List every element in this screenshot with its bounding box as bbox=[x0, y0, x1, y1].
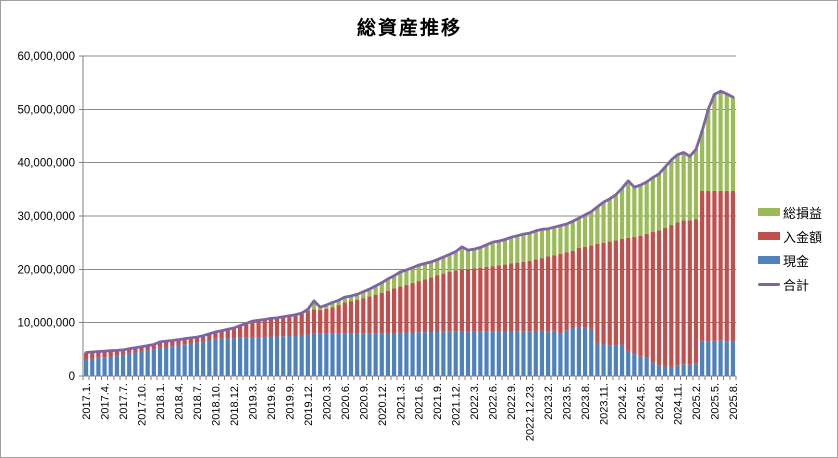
legend-label: 総損益 bbox=[783, 205, 823, 221]
cash-swatch-icon bbox=[758, 256, 780, 264]
svg-text:10,000,000: 10,000,000 bbox=[17, 318, 75, 330]
svg-text:2024.11.: 2024.11. bbox=[672, 383, 684, 425]
svg-text:2022.3.: 2022.3. bbox=[469, 383, 481, 420]
svg-text:2021.12.: 2021.12. bbox=[451, 383, 463, 426]
chart-title: 総資産推移 bbox=[356, 18, 462, 39]
svg-text:2022.9.: 2022.9. bbox=[506, 383, 518, 420]
svg-text:2019.12.: 2019.12. bbox=[303, 383, 315, 426]
legend-item-profit: 総損益 bbox=[758, 200, 822, 224]
svg-text:2020.3.: 2020.3. bbox=[321, 383, 333, 420]
svg-text:2023.2.: 2023.2. bbox=[543, 383, 555, 420]
total-line bbox=[84, 89, 735, 354]
svg-text:2025.2.: 2025.2. bbox=[691, 383, 703, 420]
svg-text:2018.12.: 2018.12. bbox=[229, 383, 241, 426]
x-tick-labels: 2017.1. 2017.4. 2017.7. 2017.10. 2018.1. 2018… bbox=[81, 383, 740, 441]
svg-text:2021.9.: 2021.9. bbox=[432, 383, 444, 420]
stacked-bars bbox=[83, 91, 736, 376]
svg-text:2017.10.: 2017.10. bbox=[137, 383, 149, 426]
svg-text:20,000,000: 20,000,000 bbox=[17, 264, 75, 276]
svg-text:2017.4.: 2017.4. bbox=[100, 383, 112, 420]
svg-text:2017.1.: 2017.1. bbox=[81, 383, 93, 420]
svg-text:40,000,000: 40,000,000 bbox=[17, 158, 75, 170]
chart-legend: 総損益 入金額 現金 合計 bbox=[758, 200, 822, 296]
svg-text:2020.9.: 2020.9. bbox=[358, 383, 370, 420]
legend-label: 合計 bbox=[783, 277, 810, 293]
svg-text:2024.5.: 2024.5. bbox=[636, 383, 648, 420]
svg-text:2023.8.: 2023.8. bbox=[580, 383, 592, 420]
svg-text:2021.3.: 2021.3. bbox=[395, 383, 407, 420]
legend-item-cash: 現金 bbox=[758, 248, 822, 272]
svg-text:2018.1.: 2018.1. bbox=[155, 383, 167, 420]
svg-text:2021.6.: 2021.6. bbox=[414, 383, 426, 420]
svg-text:2019.9.: 2019.9. bbox=[284, 383, 296, 420]
svg-text:2025.5.: 2025.5. bbox=[709, 383, 721, 420]
svg-text:2018.10.: 2018.10. bbox=[210, 383, 222, 426]
svg-text:2020.6.: 2020.6. bbox=[340, 383, 352, 420]
svg-text:2017.7.: 2017.7. bbox=[118, 383, 130, 420]
deposits-swatch-icon bbox=[758, 232, 780, 240]
svg-text:50,000,000: 50,000,000 bbox=[17, 104, 75, 116]
total-line-swatch-icon bbox=[758, 282, 780, 286]
svg-text:2019.3.: 2019.3. bbox=[247, 383, 259, 420]
legend-label: 現金 bbox=[783, 253, 810, 269]
y-tick-labels: 0 10,000,000 20,000,000 30,000,000 40,000,00… bbox=[17, 51, 75, 383]
svg-text:2020.12.: 2020.12. bbox=[377, 383, 389, 426]
svg-text:2019.6.: 2019.6. bbox=[266, 383, 278, 420]
legend-item-deposits: 入金額 bbox=[758, 224, 822, 248]
svg-text:0: 0 bbox=[69, 371, 75, 383]
svg-text:2024.2.: 2024.2. bbox=[617, 383, 629, 420]
svg-text:60,000,000: 60,000,000 bbox=[17, 51, 75, 63]
legend-label: 入金額 bbox=[783, 229, 823, 245]
svg-text:2025.8.: 2025.8. bbox=[728, 383, 740, 420]
svg-text:2024.8.: 2024.8. bbox=[654, 383, 666, 420]
profit-swatch-icon bbox=[758, 208, 780, 216]
svg-text:2018.4.: 2018.4. bbox=[173, 383, 185, 420]
gridlines bbox=[83, 55, 736, 324]
svg-text:2022.6.: 2022.6. bbox=[488, 383, 500, 420]
legend-item-total: 合計 bbox=[758, 272, 822, 296]
svg-text:2022.12.23.: 2022.12.23. bbox=[525, 383, 537, 441]
svg-text:30,000,000: 30,000,000 bbox=[17, 211, 75, 223]
svg-text:2018.7.: 2018.7. bbox=[192, 383, 204, 420]
axes bbox=[79, 55, 737, 380]
svg-text:2023.5.: 2023.5. bbox=[562, 383, 574, 420]
svg-text:2023.11.: 2023.11. bbox=[599, 383, 611, 425]
